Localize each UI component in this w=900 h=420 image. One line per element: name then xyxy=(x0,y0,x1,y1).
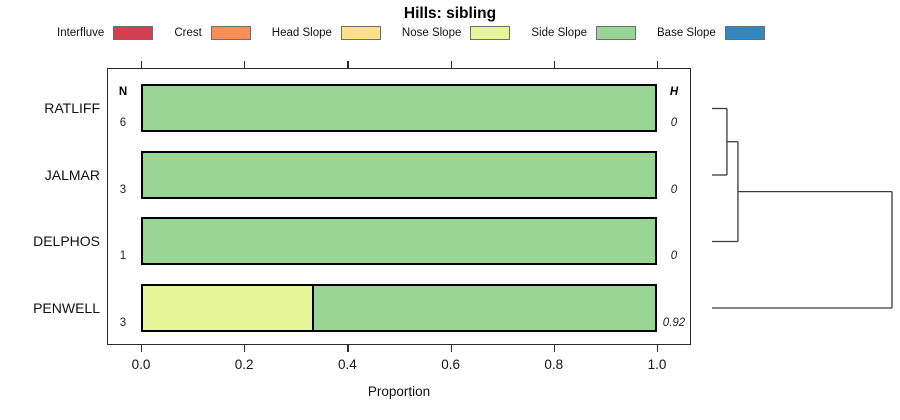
legend-swatch xyxy=(340,26,381,40)
legend-item-side-slope: Side Slope xyxy=(531,26,636,40)
h-column-header: H xyxy=(669,86,679,98)
axis-tick-top xyxy=(450,61,452,68)
legend-label: Base Slope xyxy=(657,27,716,39)
h-value: 0 xyxy=(670,183,678,196)
axis-tick-label: 0.0 xyxy=(131,357,151,372)
axis-tick-bottom xyxy=(450,345,452,352)
legend: Interfluve Crest Head Slope Nose Slope Side … xyxy=(57,26,765,40)
axis-tick-top xyxy=(347,61,349,68)
axis-tick-bottom xyxy=(141,345,143,352)
legend-label: Side Slope xyxy=(531,27,587,39)
legend-label: Head Slope xyxy=(271,27,332,39)
legend-swatch xyxy=(210,26,251,40)
bar-penwell xyxy=(141,283,657,332)
axis-tick-bottom xyxy=(347,345,349,352)
legend-item-base-slope: Base Slope xyxy=(657,26,765,40)
axis-tick-top xyxy=(141,61,143,68)
bar-delphos xyxy=(141,217,657,265)
axis-tick-bottom xyxy=(553,345,555,352)
legend-swatch xyxy=(470,26,511,40)
bar-segment-side-slope xyxy=(313,285,655,330)
bar-jalmar xyxy=(141,150,657,199)
axis-tick-top xyxy=(244,61,246,68)
bar-segment-side-slope xyxy=(143,152,655,197)
axis-tick-label: 1.0 xyxy=(647,357,667,372)
axis-tick-bottom xyxy=(657,345,659,352)
legend-swatch xyxy=(113,26,154,40)
n-value: 3 xyxy=(119,316,127,329)
legend-label: Interfluve xyxy=(57,27,105,39)
legend-item-crest: Crest xyxy=(174,26,251,40)
bar-segment-nose-slope xyxy=(143,285,314,330)
legend-swatch xyxy=(596,26,636,40)
h-value: 0 xyxy=(670,250,678,262)
x-axis-label: Proportion xyxy=(367,384,431,399)
legend-item-nose-slope: Nose Slope xyxy=(401,26,511,40)
row-label-jalmar: JALMAR xyxy=(44,166,100,183)
axis-tick-top xyxy=(553,61,555,68)
n-value: 3 xyxy=(119,183,127,196)
legend-label: Crest xyxy=(174,27,202,39)
axis-tick-label: 0.2 xyxy=(234,357,254,372)
h-value: 0.92 xyxy=(662,316,686,329)
axis-tick-bottom xyxy=(244,345,246,352)
chart-title: Hills: sibling xyxy=(403,5,497,22)
row-label-delphos: DELPHOS xyxy=(33,233,100,249)
legend-label: Nose Slope xyxy=(401,27,462,39)
row-label-ratliff: RATLIFF xyxy=(44,100,100,116)
legend-item-head-slope: Head Slope xyxy=(272,26,381,40)
axis-tick-label: 0.6 xyxy=(441,357,460,372)
n-value: 6 xyxy=(119,117,127,129)
row-label-penwell: PENWELL xyxy=(33,299,100,316)
h-value: 0 xyxy=(670,117,678,129)
axis-tick-label: 0.8 xyxy=(544,357,564,372)
bar-segment-side-slope xyxy=(143,86,655,130)
axis-tick-top xyxy=(657,61,659,68)
bar-ratliff xyxy=(141,84,657,132)
bar-segment-side-slope xyxy=(143,219,655,263)
n-value: 1 xyxy=(119,250,127,262)
n-column-header: N xyxy=(118,86,128,98)
legend-swatch xyxy=(724,26,765,40)
legend-item-interfluve: Interfluve xyxy=(57,26,154,40)
axis-tick-label: 0.4 xyxy=(338,357,357,372)
